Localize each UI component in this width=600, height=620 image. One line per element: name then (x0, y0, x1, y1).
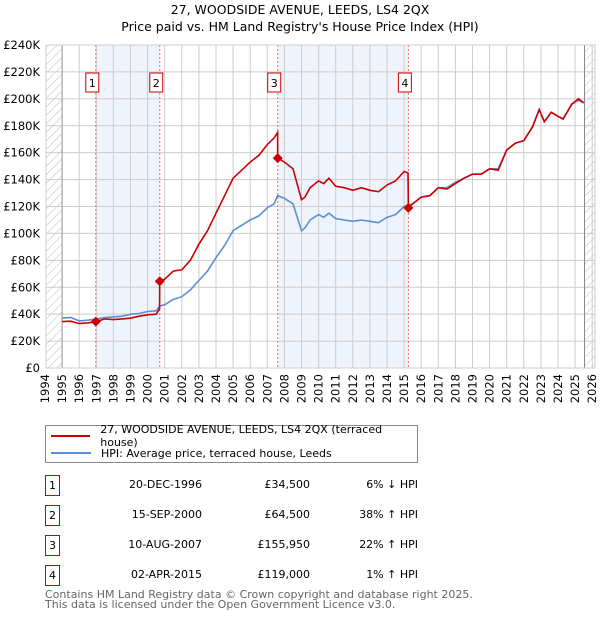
line-chart: 1 2 3 4 1994 1995 1996 1997 1998 1999 2000 2001 2002… (3, 38, 599, 403)
sales-table-row: 2 15-SEP-2000 £64,500 38% ↑ HPI (45, 505, 465, 527)
x-tick-label: 1994 (38, 374, 52, 403)
footer-licence: This data is licensed under the Open Gov… (45, 598, 396, 611)
x-tick-label: 2004 (209, 374, 223, 403)
legend-label: HPI: Average price, terraced house, Leed… (101, 446, 332, 460)
y-tick-label: £80K (11, 253, 41, 267)
y-tick-label: £120K (3, 200, 40, 214)
sale-label-box (149, 72, 164, 93)
y-tick-label: £240K (3, 38, 40, 52)
y-tick-label: £0 (25, 361, 40, 375)
sales-table-row: 4 02-APR-2015 £119,000 1% ↑ HPI (45, 565, 465, 587)
x-tick-label: 1997 (89, 374, 103, 403)
sale-price: £155,950 (257, 538, 311, 551)
x-tick-label: 2009 (295, 374, 309, 403)
sale-price: £34,500 (264, 478, 311, 491)
sale-label-box (85, 72, 100, 93)
y-tick-label: £140K (3, 173, 40, 187)
sale-price: £64,500 (264, 508, 311, 521)
legend-item-hpi: HPI: Average price, terraced house, Leed… (46, 445, 332, 461)
sale-hpi-diff: 1% ↑ HPI (366, 568, 418, 581)
x-tick-label: 2021 (500, 374, 514, 403)
sale-label-number: 1 (89, 77, 96, 90)
sale-point (90, 316, 101, 327)
x-tick-label: 2019 (466, 374, 480, 403)
x-tick-label: 2022 (517, 374, 531, 403)
price-paid-line (62, 97, 585, 325)
sale-label-number: 2 (153, 77, 160, 90)
x-tick-label: 2020 (483, 374, 497, 403)
x-tick-label: 2000 (141, 374, 155, 403)
sale-number-badge: 1 (45, 475, 60, 496)
x-tick-label: 2007 (260, 374, 274, 403)
legend-swatch-red (51, 435, 91, 437)
footer-copyright: Contains HM Land Registry data © Crown c… (45, 588, 473, 601)
y-tick-label: £60K (11, 280, 41, 294)
sales-table-row: 3 10-AUG-2007 £155,950 22% ↑ HPI (45, 535, 465, 557)
plot-border (45, 44, 596, 369)
sale-point (154, 276, 165, 287)
x-tick-label: 2023 (534, 374, 548, 403)
sale-hpi-diff: 38% ↑ HPI (359, 508, 418, 521)
legend-swatch-blue (51, 452, 91, 454)
sales-table-row: 1 20-DEC-1996 £34,500 6% ↓ HPI (45, 475, 465, 497)
x-tick-label: 2016 (414, 374, 428, 403)
x-tick-label: 2006 (243, 374, 257, 403)
sale-hpi-diff: 6% ↓ HPI (366, 478, 418, 491)
sale-label-box (397, 72, 412, 93)
x-tick-label: 2013 (363, 374, 377, 403)
sale-point (403, 202, 414, 213)
sale-label-number: 4 (401, 77, 408, 90)
y-tick-label: £160K (3, 146, 40, 160)
sale-label-number: 3 (271, 77, 278, 90)
x-tick-label: 1995 (55, 374, 69, 403)
x-tick-label: 2025 (568, 374, 582, 403)
x-tick-label: 2005 (226, 374, 240, 403)
x-tick-label: 1999 (124, 374, 138, 403)
x-tick-label: 2024 (551, 374, 565, 403)
sale-date: 02-APR-2015 (130, 568, 202, 581)
x-tick-label: 2008 (277, 374, 291, 403)
y-tick-label: £100K (3, 226, 40, 240)
x-tick-label: 1998 (106, 374, 120, 403)
legend: 27, WOODSIDE AVENUE, LEEDS, LS4 2QX (ter… (45, 423, 418, 463)
sale-hpi-diff: 22% ↑ HPI (359, 538, 418, 551)
chart-title: 27, WOODSIDE AVENUE, LEEDS, LS4 2QX (170, 2, 430, 17)
x-tick-label: 2002 (175, 374, 189, 403)
x-tick-label: 2015 (397, 374, 411, 403)
x-tick-label: 2001 (158, 374, 172, 403)
footer: Contains HM Land Registry data © Crown c… (45, 588, 473, 611)
x-tick-label: 2003 (192, 374, 206, 403)
x-tick-label: 1996 (72, 374, 86, 403)
sale-date: 10-AUG-2007 (128, 538, 202, 551)
x-tick-label: 2012 (346, 374, 360, 403)
y-tick-label: £40K (11, 307, 41, 321)
legend-item-price-paid: 27, WOODSIDE AVENUE, LEEDS, LS4 2QX (ter… (46, 423, 417, 449)
y-tick-label: £220K (3, 65, 40, 79)
legend-label: 27, WOODSIDE AVENUE, LEEDS, LS4 2QX (ter… (100, 423, 383, 449)
sale-date: 15-SEP-2000 (131, 508, 202, 521)
sale-number-badge: 3 (45, 535, 60, 556)
y-tick-label: £180K (3, 119, 40, 133)
x-tick-label: 2010 (312, 374, 326, 403)
x-tick-label: 2017 (431, 374, 445, 403)
x-tick-label: 2011 (329, 374, 343, 403)
sale-date: 20-DEC-1996 (128, 478, 202, 491)
x-tick-label: 2026 (585, 374, 599, 403)
sale-point (272, 153, 283, 164)
sale-price: £119,000 (257, 568, 311, 581)
y-tick-label: £200K (3, 92, 40, 106)
chart-subtitle: Price paid vs. HM Land Registry's House … (121, 19, 479, 34)
sale-label-box (267, 72, 282, 93)
x-tick-label: 2014 (380, 374, 394, 403)
sale-number-badge: 2 (45, 505, 60, 526)
y-tick-label: £20K (11, 334, 41, 348)
x-tick-label: 2018 (448, 374, 462, 403)
sale-number-badge: 4 (45, 565, 60, 586)
